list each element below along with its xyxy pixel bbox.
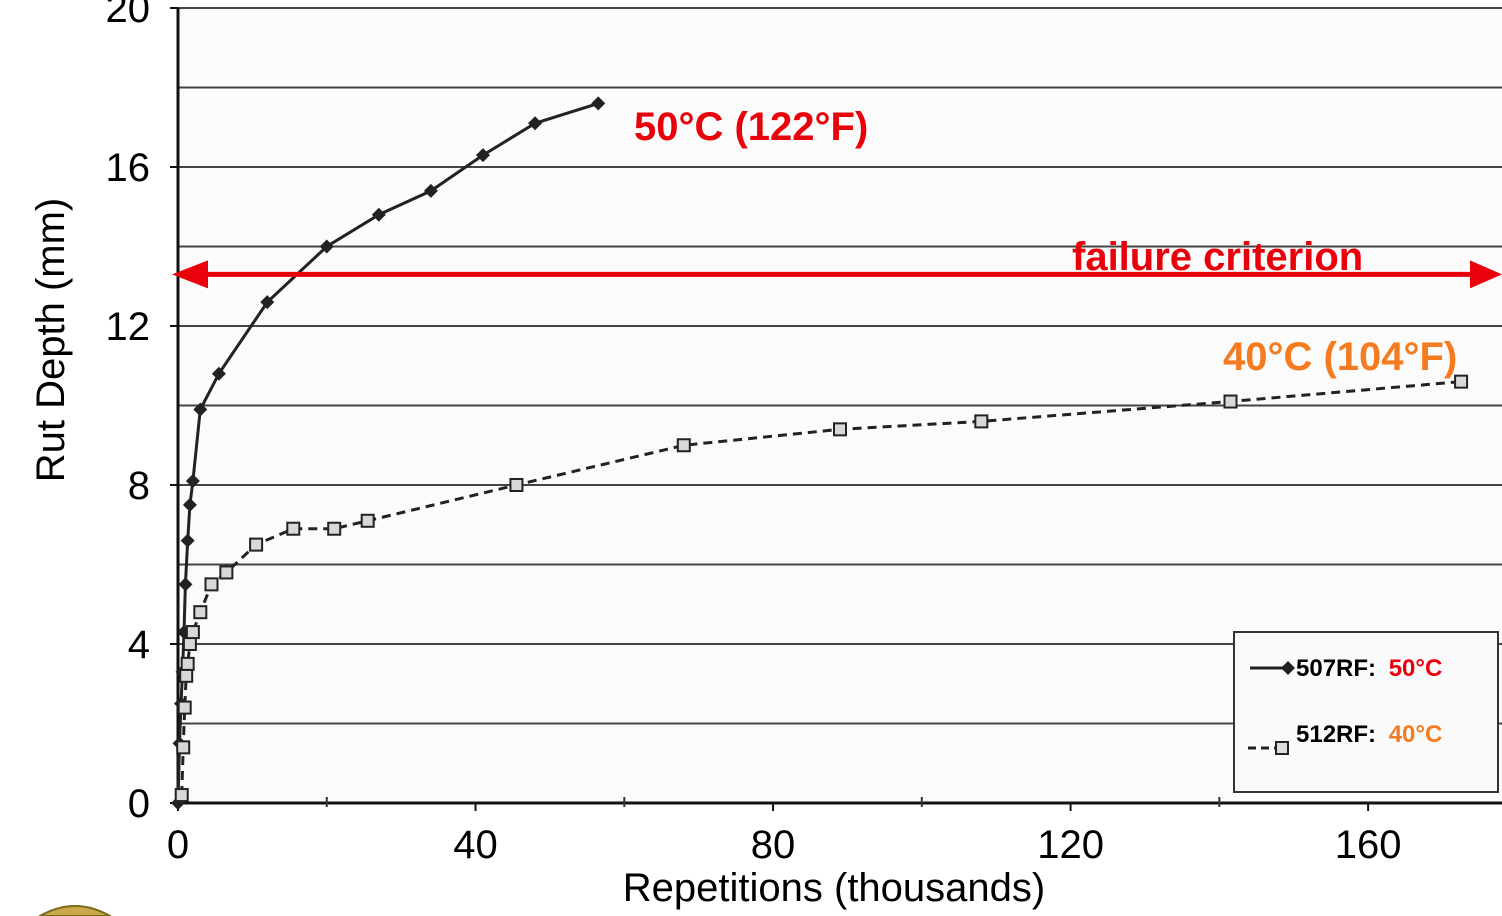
series-1-point-4 — [180, 656, 195, 671]
series-0-point-6 — [180, 533, 195, 548]
failure-arrow-head-right — [1470, 260, 1502, 289]
series-1-point-19 — [1454, 374, 1469, 389]
series-1-point-14 — [509, 478, 524, 492]
annotation-failure-criterion: failure criterion — [1072, 235, 1363, 279]
legend-marker-512rf — [1275, 741, 1289, 755]
series-1-point-11 — [286, 521, 301, 536]
data-series — [171, 96, 1469, 810]
failure-criterion-arrow — [172, 260, 1502, 289]
x-axis-ticks: 0 40 80 120 160 — [167, 797, 1402, 867]
annotation-40c: 40°C (104°F) — [1223, 335, 1457, 379]
legend-temp-507rf: 50°C — [1389, 655, 1443, 682]
series-0-point-5 — [178, 577, 193, 592]
series-1-point-12 — [327, 521, 342, 536]
legend-id-507rf: 507RF: — [1296, 655, 1376, 682]
series-0-point-14 — [423, 183, 438, 198]
series-1-point-0 — [174, 788, 189, 803]
x-tick-label-0: 0 — [167, 823, 189, 867]
y-tick-label-4: 4 — [128, 623, 150, 667]
series-1-point-10 — [249, 537, 264, 552]
x-tick-label-80: 80 — [751, 823, 796, 867]
series-0-point-11 — [260, 295, 275, 310]
series-1-point-15 — [676, 438, 691, 453]
series-1-point-13 — [360, 513, 375, 528]
series-1-point-17 — [974, 414, 989, 429]
legend-label-507rf: 507RF: 50°C — [1296, 655, 1442, 682]
series-0-point-8 — [185, 474, 200, 489]
failure-arrow-head-left — [172, 260, 208, 289]
series-0-point-7 — [182, 497, 197, 512]
x-tick-label-120: 120 — [1037, 823, 1104, 867]
y-tick-label-0: 0 — [128, 782, 150, 826]
series-0-point-10 — [211, 366, 226, 381]
series-0-point-12 — [319, 239, 334, 254]
series-0-point-16 — [528, 116, 543, 131]
logo-partial — [37, 905, 113, 916]
series-1-point-16 — [833, 422, 847, 437]
series-0-point-17 — [591, 96, 606, 111]
y-tick-label-8: 8 — [128, 464, 150, 508]
legend-id-512rf: 512RF: — [1296, 721, 1376, 748]
series-0-point-13 — [371, 207, 386, 222]
series-1-point-9 — [219, 565, 234, 580]
series-1-point-8 — [204, 577, 219, 592]
x-tick-label-160: 160 — [1335, 823, 1402, 867]
legend: 507RF: 50°C 512RF: 40°C — [1233, 631, 1499, 793]
legend-label-512rf: 512RF: 40°C — [1296, 721, 1442, 748]
y-tick-label-16: 16 — [106, 146, 151, 190]
legend-box — [1233, 631, 1499, 793]
y-axis-ticks: 0 4 8 12 16 20 — [106, 0, 178, 826]
y-tick-label-20: 20 — [106, 0, 151, 31]
x-tick-label-40: 40 — [453, 823, 498, 867]
gridlines — [178, 7, 1502, 725]
legend-temp-512rf: 40°C — [1389, 721, 1443, 748]
annotation-50c: 50°C (122°F) — [634, 105, 868, 149]
series-1-point-2 — [177, 700, 192, 715]
series-0-point-9 — [193, 402, 208, 417]
legend-marker-507rf — [1281, 661, 1295, 675]
series-1-point-5 — [182, 637, 197, 651]
y-axis-title: Rut Depth (mm) — [29, 198, 73, 483]
series-1-point-3 — [179, 668, 194, 683]
series-1-point-6 — [185, 625, 200, 640]
series-1-point-1 — [176, 740, 191, 755]
series-1-point-18 — [1223, 394, 1238, 409]
y-tick-label-12: 12 — [106, 305, 151, 349]
series-0-point-15 — [475, 148, 490, 163]
series-1-point-7 — [193, 605, 208, 620]
x-axis-title: Repetitions (thousands) — [623, 866, 1045, 910]
